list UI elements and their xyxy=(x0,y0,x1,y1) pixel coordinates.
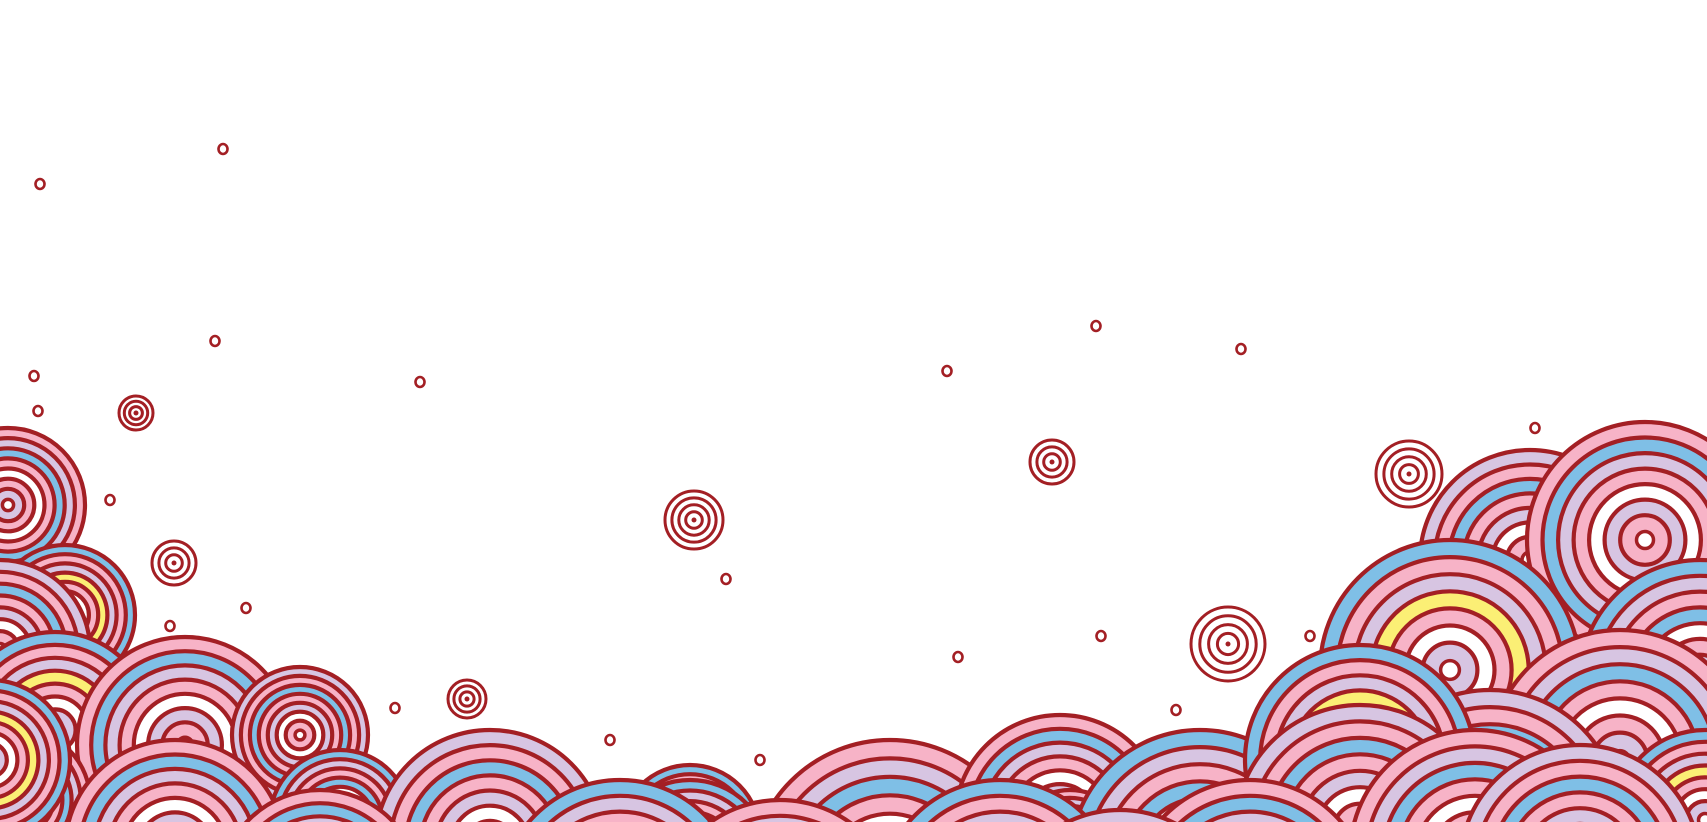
dot xyxy=(1235,342,1247,356)
cloud-ring xyxy=(146,810,204,822)
dot xyxy=(164,619,176,633)
left-cloud xyxy=(0,425,88,585)
spiral-ring xyxy=(164,553,184,573)
dot xyxy=(1304,629,1316,643)
cloud-ring xyxy=(707,797,853,822)
cloud-ring xyxy=(853,811,927,822)
cloud-ring xyxy=(1177,793,1323,822)
spiral-ring xyxy=(452,684,482,714)
dot xyxy=(34,177,46,191)
spiral-ring xyxy=(1042,452,1062,472)
spiral-ring xyxy=(150,539,198,587)
spiral-ring xyxy=(670,496,718,544)
cloud-ring xyxy=(128,795,222,822)
spiral-ring xyxy=(1035,445,1069,479)
bottom-cloud xyxy=(707,797,853,822)
spiral-ring xyxy=(122,399,150,427)
dot xyxy=(754,753,766,767)
left-cloud xyxy=(0,678,73,822)
bottom-cloud xyxy=(526,777,714,822)
cloud-core xyxy=(1634,529,1656,551)
dot xyxy=(1529,421,1541,435)
spiral-center xyxy=(1406,471,1412,477)
dot xyxy=(104,493,116,507)
cloud-core xyxy=(0,497,16,513)
cloud-ring xyxy=(262,801,378,822)
dot xyxy=(217,142,229,156)
spiral xyxy=(1028,438,1076,486)
dot xyxy=(1170,703,1182,717)
cloud-core xyxy=(1438,658,1462,682)
spiral-center xyxy=(171,560,177,566)
spiral-center xyxy=(1225,641,1231,647)
dot xyxy=(1095,629,1107,643)
cloud-ring xyxy=(547,793,693,822)
cloud-core xyxy=(293,728,307,742)
dot xyxy=(952,650,964,664)
cloud-ring xyxy=(1204,809,1296,822)
bottom-cloud xyxy=(1063,807,1177,822)
dot xyxy=(604,733,616,747)
spiral-ring xyxy=(458,690,476,708)
spiral-ring xyxy=(677,503,711,537)
spiral-center xyxy=(691,517,697,523)
spiral-ring xyxy=(1374,439,1444,509)
dot xyxy=(209,334,221,348)
spiral-ring xyxy=(1215,631,1241,657)
cloud-ring xyxy=(286,814,354,822)
spiral-ring xyxy=(117,394,155,432)
cloud-ring xyxy=(1539,806,1621,822)
bottom-cloud xyxy=(243,787,397,822)
spiral-center xyxy=(464,696,470,702)
dot xyxy=(240,601,252,615)
bottom-cloud xyxy=(1156,777,1344,822)
spiral-ring xyxy=(1390,455,1428,493)
cloud-ring xyxy=(954,809,1046,822)
spiral-ring xyxy=(684,510,704,530)
dot xyxy=(389,701,401,715)
spiral-ring xyxy=(128,405,144,421)
floating-dots xyxy=(28,142,1541,767)
spiral-ring xyxy=(1398,463,1420,485)
spiral xyxy=(446,678,488,720)
cloud-ring xyxy=(738,813,822,822)
dot xyxy=(720,572,732,586)
spiral xyxy=(117,394,155,432)
bottom-cloud xyxy=(906,777,1094,822)
spiral xyxy=(150,539,198,587)
left-cloud xyxy=(66,737,284,822)
dot xyxy=(28,369,40,383)
spiral-ring xyxy=(157,546,191,580)
spiral-ring xyxy=(446,678,488,720)
spiral-center xyxy=(1049,459,1055,465)
cloud-ring xyxy=(927,793,1073,822)
spiral-ring xyxy=(1189,605,1267,683)
dot xyxy=(414,375,426,389)
spiral-center xyxy=(133,410,139,416)
spiral-ring xyxy=(1382,447,1436,501)
rainbow-cloud-bank xyxy=(0,419,1707,822)
dot xyxy=(32,404,44,418)
dot xyxy=(1090,319,1102,333)
cloud-ring xyxy=(574,809,666,822)
cloud-core xyxy=(1696,811,1707,822)
cloud-ring xyxy=(0,743,9,777)
floating-spirals xyxy=(117,394,1444,720)
spiral-ring xyxy=(1207,623,1249,665)
bottom-cloud xyxy=(760,737,1020,822)
bottom-cloud xyxy=(375,727,605,822)
bottom-cloud xyxy=(1465,742,1695,822)
spiral-ring xyxy=(1028,438,1076,486)
dot xyxy=(941,364,953,378)
spiral-ring xyxy=(1198,614,1258,674)
spiral-ring xyxy=(663,489,725,551)
spiral xyxy=(1374,439,1444,509)
cloud-ring xyxy=(455,803,525,822)
cloud-ring xyxy=(1063,807,1177,822)
spiral xyxy=(663,489,725,551)
spiral xyxy=(1189,605,1267,683)
